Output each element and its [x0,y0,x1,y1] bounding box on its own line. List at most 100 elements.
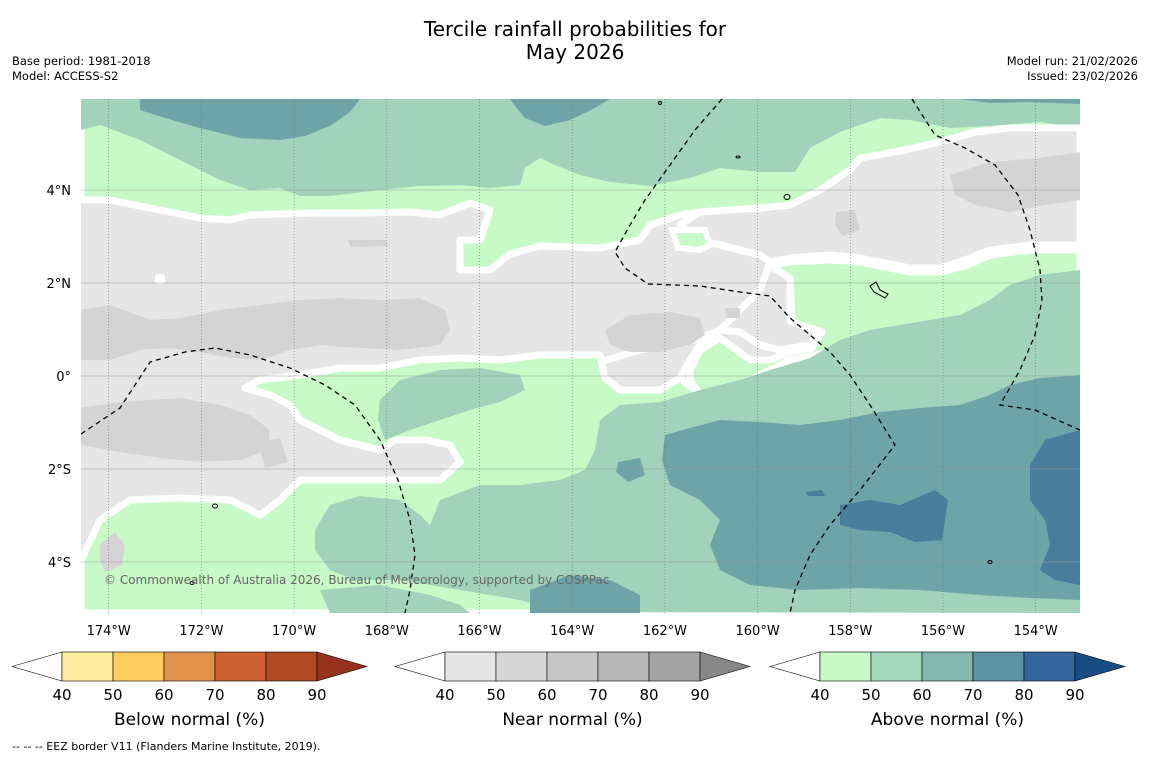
above-normal-60-sw-patch [530,575,640,613]
colorbar-segment [444,651,497,682]
above-normal-60-south-region [662,375,1080,600]
near-normal-50-west-patch [81,298,450,360]
lon-label: 156°W [921,624,965,639]
eez-footnote: -- -- -- EEZ border V11 (Flanders Marine… [12,740,321,753]
island-outlines [189,101,993,585]
lon-label: 154°W [1014,624,1058,639]
meta-right: Model run: 21/02/2026 Issued: 23/02/2026 [1007,54,1138,84]
lon-label: 174°W [87,624,131,639]
colorbar-tick-label: 70 [963,686,982,704]
colorbar-tick-label: 60 [537,686,556,704]
colorbar-segment [495,651,548,682]
lat-label: 4°S [48,556,71,571]
graticule [81,99,1080,613]
latitude-labels: 4°N 2°N 0° 2°S 4°S [47,184,72,571]
colorbar-segment [1023,651,1076,682]
colorbar-segment [265,651,318,682]
colorbar-tick-label: 40 [435,686,454,704]
colorbar-2: 40 50 60 70 80 90 Near normal (%) [393,651,752,730]
colorbar-tick-label: 60 [912,686,931,704]
base-period-text: Base period: 1981-2018 [12,54,151,68]
colorbar-tick-label: 90 [1065,686,1084,704]
above-normal-40-island [667,227,714,254]
near-normal-50-sw-patch [81,398,270,462]
eez-border-lines [81,99,1080,613]
chart-title: Tercile rainfall probabilities for May 2… [0,18,1150,64]
colorbar-high-extension [1074,651,1127,682]
lon-label: 164°W [550,624,594,639]
lon-label: 166°W [457,624,501,639]
colorbar-low-extension [393,651,446,682]
colorbar-tick-label: 90 [690,686,709,704]
colorbar-segment [546,651,599,682]
issued-text: Issued: 23/02/2026 [1027,69,1138,83]
near-normal-50-east-dot [835,210,860,236]
colorbar-tick-label: 80 [256,686,275,704]
near-normal-50-small-1 [348,240,388,247]
lat-label: 2°N [47,277,72,292]
lat-label: 2°S [48,463,71,478]
lon-label: 170°W [272,624,316,639]
lon-label: 168°W [365,624,409,639]
colorbar-segment [214,651,267,682]
above-normal-50-sw-strip [320,585,470,613]
above-normal-60-small-patch [616,458,645,482]
map-figure: © Commonwealth of Australia 2026, Bureau… [10,99,1127,730]
above-normal-60-north-patch-2 [510,99,610,126]
lon-label: 160°W [736,624,780,639]
colorbar-1: 40 50 60 70 80 90 Below normal (%) [10,651,369,730]
above-normal-50-central-patch [378,368,525,440]
colorbar-segment [61,651,114,682]
colorbar-tick-label: 70 [205,686,224,704]
climatology-dot [155,274,165,284]
colorbar-tick-label: 50 [103,686,122,704]
probability-map: © Commonwealth of Australia 2026, Bureau… [81,99,1080,613]
near-normal-50-small-3 [725,308,740,318]
colorbar-segment [163,651,216,682]
colorbar-segment [972,651,1025,682]
colorbar-tick-label: 40 [52,686,71,704]
colorbar-tick-label: 90 [307,686,326,704]
title-line-1: Tercile rainfall probabilities for [423,17,727,41]
colorbar-tick-label: 40 [810,686,829,704]
colorbar-segment [921,651,974,682]
colorbar-tick-label: 50 [861,686,880,704]
colorbar-3: 40 50 60 70 80 90 Above normal (%) [768,651,1127,730]
above-normal-60-north-patch-3 [960,99,1080,104]
colorbar-low-extension [10,651,63,682]
colorbar-tick-label: 80 [639,686,658,704]
lon-label: 162°W [643,624,687,639]
lat-label: 4°N [47,184,72,199]
colorbar-tick-label: 70 [588,686,607,704]
model-run-text: Model run: 21/02/2026 [1006,54,1138,68]
longitude-labels: 174°W 172°W 170°W 168°W 166°W 164°W 162°… [87,624,1058,639]
colorbar-high-extension [699,651,752,682]
lon-label: 158°W [828,624,872,639]
colorbar-segment [819,651,872,682]
model-text: Model: ACCESS-S2 [12,69,119,83]
colorbar-tick-label: 50 [486,686,505,704]
colorbar-low-extension [768,651,821,682]
colorbar-label: Above normal (%) [871,710,1024,730]
colorbar-label: Below normal (%) [114,710,265,730]
colorbar-tick-label: 80 [1014,686,1033,704]
lon-label: 172°W [179,624,223,639]
copyright-text: © Commonwealth of Australia 2026, Bureau… [104,573,609,587]
colorbar-segment [112,651,165,682]
near-normal-50-small-2 [258,438,288,468]
above-normal-60-north-patch [140,99,360,140]
colorbar-label: Near normal (%) [502,710,642,730]
above-normal-70-central-patch [840,490,948,542]
title-line-2: May 2026 [525,40,625,64]
colorbar-segment [870,651,923,682]
above-normal-70-dot [806,490,825,496]
near-normal-50-east-patch [950,152,1080,212]
colorbar-high-extension [316,651,369,682]
lat-label: 0° [56,370,71,385]
near-normal-50-center-patch [605,312,705,352]
colorbar-legends: 40 50 60 70 80 90 Below normal (%) 40 50 60 70 80 90… [10,651,1127,730]
colorbar-segment [597,651,650,682]
colorbar-tick-label: 60 [154,686,173,704]
colorbar-segment [648,651,701,682]
meta-left: Base period: 1981-2018 Model: ACCESS-S2 [12,54,151,84]
